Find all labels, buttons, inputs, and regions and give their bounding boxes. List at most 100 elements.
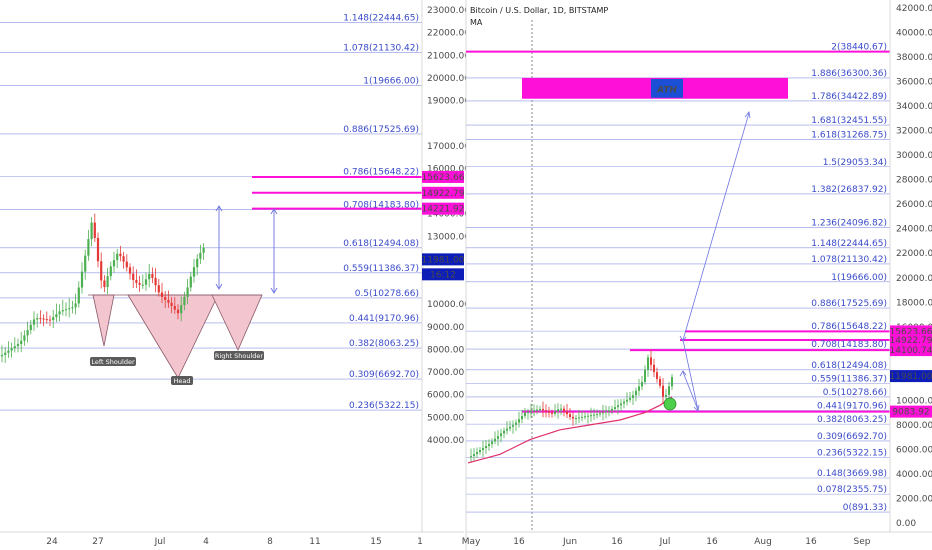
price-badge: [422, 202, 464, 215]
left-x-axis[interactable]: 24 27 Jul 4 8 11 15 1: [46, 537, 423, 547]
y-tick-label: 0.00: [896, 519, 916, 529]
candle-body: [512, 424, 514, 427]
fib-label: 1(19666.00): [363, 76, 419, 86]
candle-body: [125, 261, 128, 268]
fib-label: 1.148(22444.65): [343, 14, 419, 24]
fib-label: 1.886(36300.36): [811, 69, 887, 79]
rebound-arrow: [682, 339, 699, 411]
fib-label: 1.786(34422.89): [811, 92, 887, 102]
price-badge-label: 14922.79: [422, 189, 465, 199]
fib-label: 0.236(5322.15): [817, 449, 887, 459]
y-tick-label: 10000.00: [896, 396, 932, 406]
fib-label: 1.078(21130.42): [343, 43, 419, 53]
candle-body: [135, 279, 138, 283]
fib-label: 2(38440.67): [831, 43, 887, 53]
right-x-axis[interactable]: May 16 Jun 16 Jul 16 Aug 16 Sep: [462, 537, 871, 547]
candle-body: [20, 340, 23, 345]
candle-body: [551, 412, 553, 414]
candle-body: [509, 426, 511, 429]
ath-target-arrow-head: [744, 111, 751, 119]
y-tick-label: 20000.00: [896, 274, 932, 284]
candle-body: [650, 357, 652, 365]
candle-body: [112, 260, 116, 267]
candle-body: [32, 319, 36, 325]
y-tick-label: 30000.00: [896, 151, 932, 161]
candle-body: [186, 287, 189, 297]
y-tick-label: 34000.00: [896, 102, 932, 112]
candle-body: [668, 386, 670, 395]
left-price-badges: 15623.66 14922.79 14221.92 11981.00 16:12: [422, 170, 465, 281]
candle-body: [569, 414, 571, 417]
y-tick-label: 7000.00: [427, 368, 464, 378]
indicator-label[interactable]: MA: [470, 18, 483, 27]
fib-label: 0.786(15648.22): [343, 167, 419, 177]
y-tick-label: 6000.00: [896, 445, 932, 455]
x-tick-label: 8: [267, 537, 273, 547]
candle-body: [141, 284, 144, 286]
x-tick-label: 16: [611, 537, 623, 547]
candle-body: [7, 350, 10, 353]
fib-label: 1.148(22444.65): [811, 239, 887, 249]
y-tick-label: 23000.00: [427, 6, 470, 16]
pullback-arrow-head-up: [679, 370, 687, 377]
y-tick-label: 26000.00: [896, 200, 932, 210]
ath-zone: ATH: [522, 77, 788, 99]
candle-body: [196, 258, 199, 268]
left-y-axis[interactable]: 23000.00 22000.00 21000.00 20000.00 19000.00…: [427, 6, 470, 446]
y-tick-label: 20000.00: [427, 74, 470, 84]
candle-body: [87, 239, 90, 256]
fib-label: 1.382(26837.92): [811, 185, 887, 195]
candle-body: [90, 222, 93, 240]
left-shoulder-label-box: [90, 357, 136, 366]
fib-label: 0.5(10278.66): [823, 388, 887, 398]
candle-body: [473, 454, 475, 457]
candle-body: [533, 410, 535, 412]
price-badge-label: 11981.00: [890, 372, 932, 382]
candle-body: [4, 352, 7, 355]
target-arrow-1-head-down: [215, 283, 223, 290]
pullback-arrow: [682, 371, 699, 411]
symbol-title[interactable]: Bitcoin / U.S. Dollar, 1D, BITSTAMP: [470, 6, 608, 15]
target-arrow-2-head-up: [270, 208, 278, 215]
candle-body: [491, 441, 493, 444]
candle-body: [611, 408, 613, 411]
candle-body: [103, 280, 106, 288]
fib-label: 0.708(14183.80): [811, 340, 887, 350]
candle-body: [671, 377, 673, 387]
candle-body: [151, 273, 154, 278]
fib-label: 0.441(9170.96): [817, 402, 887, 412]
price-badge: [422, 170, 464, 183]
x-tick-label: 15: [370, 537, 381, 547]
candle-body: [36, 318, 39, 320]
candle-body: [470, 456, 472, 458]
right-y-axis[interactable]: 42000.00 40000.00 38000.00 36000.00 34000.00…: [896, 4, 932, 529]
candle-body: [578, 417, 580, 419]
candle-body: [476, 452, 478, 455]
y-tick-label: 21000.00: [427, 51, 470, 61]
candle-body: [164, 296, 167, 300]
y-tick-label: 10000.00: [427, 300, 470, 310]
price-badge: [422, 268, 464, 281]
y-tick-label: 40000.00: [896, 29, 932, 39]
candle-body: [100, 261, 103, 281]
fib-label: 1.078(21130.42): [811, 255, 887, 265]
y-tick-label: 42000.00: [896, 4, 932, 14]
fib-label: 0.5(10278.66): [355, 289, 419, 299]
y-tick-label: 8000.00: [896, 421, 932, 431]
candle-body: [485, 445, 487, 449]
price-badge: [422, 253, 464, 266]
moving-average-line: [467, 396, 673, 464]
y-tick-label: 9000.00: [427, 323, 464, 333]
candle-body: [542, 408, 544, 411]
candle-body: [566, 411, 568, 415]
candle-body: [39, 318, 42, 320]
y-tick-label: 19000.00: [427, 97, 470, 107]
candle-body: [128, 267, 132, 274]
price-badge-label: 14922.79: [890, 336, 932, 346]
candle-body: [608, 410, 610, 412]
fib-label: 0.236(5322.15): [349, 401, 419, 411]
candle-body: [572, 416, 574, 419]
candle-body: [536, 409, 538, 411]
y-tick-label: 17000.00: [427, 142, 470, 152]
